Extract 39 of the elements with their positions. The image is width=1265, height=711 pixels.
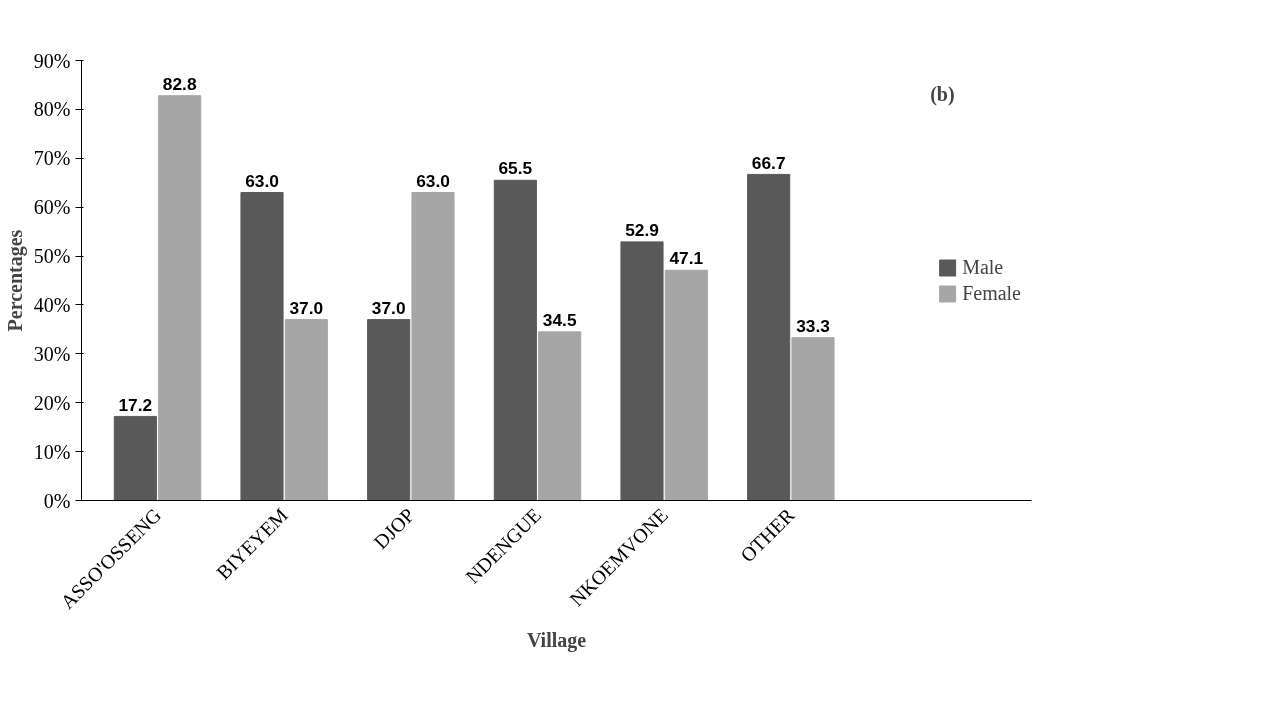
bar	[367, 319, 411, 501]
y-tick-label: 0%	[43, 489, 71, 512]
bar	[240, 192, 284, 501]
legend-label: Male	[962, 255, 1004, 279]
data-label: 33.3	[796, 315, 831, 336]
data-label: 66.7	[751, 152, 786, 173]
y-tick-label: 90%	[33, 49, 71, 72]
data-label: 47.1	[669, 248, 704, 269]
y-tick-label: 10%	[33, 440, 71, 463]
data-label: 37.0	[289, 297, 324, 318]
data-label: 63.0	[416, 170, 450, 191]
data-label: 52.9	[625, 220, 659, 241]
y-tick-label: 70%	[33, 147, 71, 170]
bar	[620, 241, 664, 501]
bar	[113, 415, 157, 501]
y-tick-label: 80%	[33, 98, 71, 121]
y-axis-title: Percentages	[3, 229, 27, 332]
data-label: 63.0	[245, 170, 279, 191]
text: (b)	[930, 82, 955, 106]
bar	[664, 269, 708, 501]
data-label: 34.5	[542, 309, 577, 330]
bar	[284, 319, 328, 501]
data-label: 82.8	[162, 73, 197, 94]
y-tick-label: 40%	[33, 293, 71, 316]
data-label: 65.5	[498, 158, 533, 179]
y-tick-label: 60%	[33, 196, 71, 219]
bar	[538, 331, 582, 501]
bar	[411, 192, 455, 501]
y-tick-label: 50%	[33, 245, 71, 268]
data-label: 37.0	[371, 297, 406, 318]
data-label: 17.2	[118, 394, 153, 415]
bar	[747, 173, 791, 501]
legend-label: Female	[962, 281, 1021, 305]
bar	[791, 337, 835, 501]
bar	[493, 179, 537, 501]
y-tick-label: 30%	[33, 342, 71, 365]
y-tick-label: 20%	[33, 391, 71, 414]
bar	[158, 95, 202, 501]
x-axis-title: Village	[526, 628, 587, 652]
